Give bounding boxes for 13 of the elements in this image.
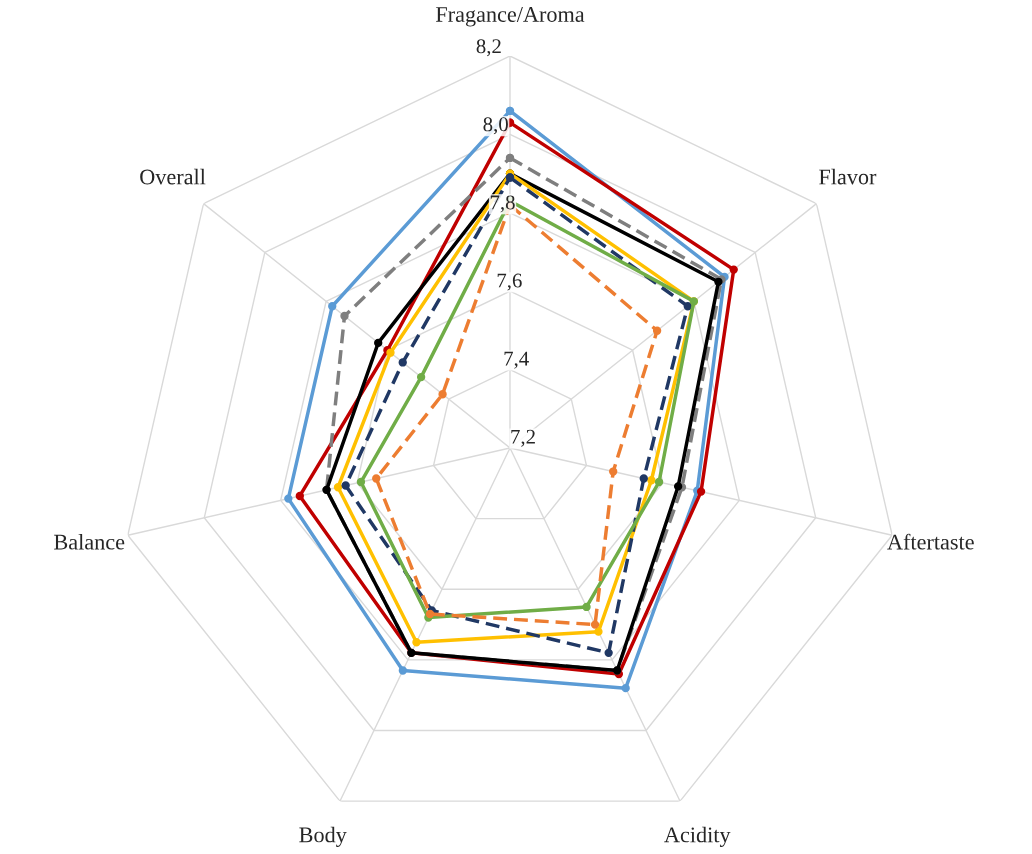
spoke-label: Acidity <box>664 826 731 847</box>
y-tick-label: 7,4 <box>504 351 529 369</box>
y-tick-label: 7,2 <box>511 429 535 447</box>
y-tick-label: 8,2 <box>476 39 501 57</box>
y-tick-label: 8,0 <box>483 117 508 135</box>
y-tick-label: 7,6 <box>497 273 522 291</box>
spoke-label: Balance <box>54 533 125 550</box>
spoke-label: Fragance/Aroma <box>435 7 585 27</box>
spoke-label: Aftertaste <box>887 533 974 550</box>
spoke-label: Overall <box>140 168 206 185</box>
y-tick-label: 7,8 <box>490 195 515 213</box>
spoke-label: Flavor <box>819 168 877 185</box>
spoke-label: Body <box>299 826 347 847</box>
